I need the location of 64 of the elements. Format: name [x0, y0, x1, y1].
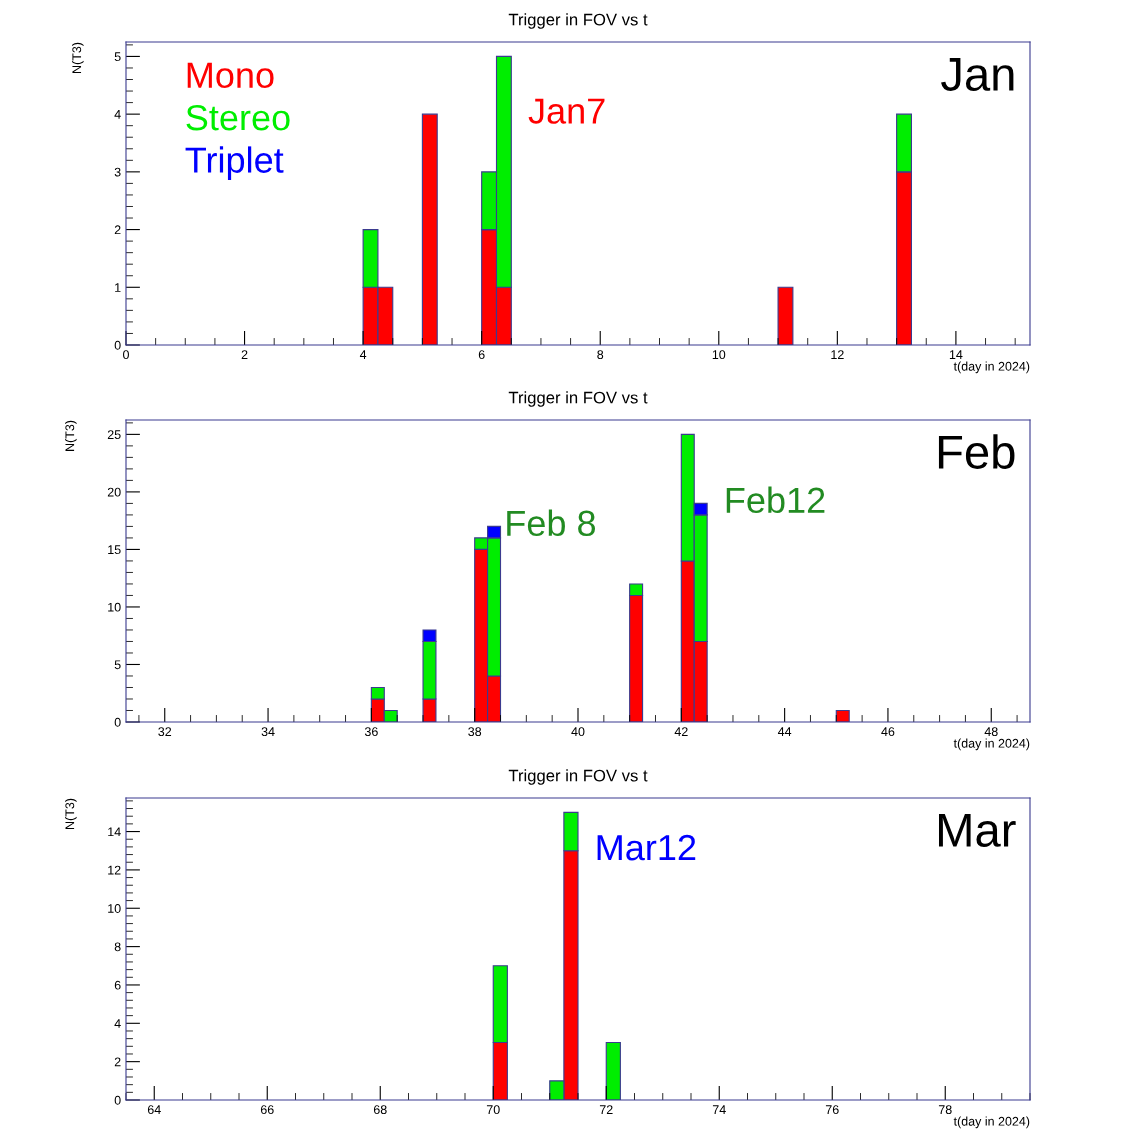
text: Stereo [186, 104, 290, 131]
y-tick-label: 8 [114, 942, 121, 952]
x-tick-label: 44 [777, 727, 792, 736]
y-tick-label: 0 [114, 717, 121, 727]
x-tick-label: 8 [597, 350, 604, 360]
x-tick-label: 64 [147, 1105, 161, 1115]
y-tick-label: 0 [114, 1095, 121, 1105]
y-axis-title: N(T3) [71, 42, 84, 73]
y-tick-label: 2 [114, 225, 121, 235]
y-tick-label: 1 [115, 283, 121, 292]
x-tick-label: 4 [359, 350, 367, 359]
x-tick-label: 76 [825, 1105, 839, 1115]
chart-title: Trigger in FOV vs t [508, 13, 648, 29]
y-tick-label: 20 [107, 487, 121, 497]
x-tick-label: 32 [158, 727, 172, 737]
x-tick-label: 70 [486, 1105, 500, 1115]
x-axis-title: t(day in 2024) [953, 361, 1030, 374]
x-tick-label: 14 [949, 350, 963, 359]
annotation: Feb 8 [507, 509, 596, 537]
chart-title: Trigger in FOV vs t [508, 769, 648, 785]
annotation: Jan7 [528, 98, 605, 124]
y-tick-label: 10 [108, 904, 121, 913]
annotation: Feb [938, 434, 1015, 469]
x-tick-label: 40 [571, 727, 585, 737]
x-tick-label: 78 [938, 1105, 952, 1115]
y-tick-label: 2 [114, 1057, 121, 1067]
y-tick-label: 12 [108, 865, 121, 875]
annotation: Mar [939, 813, 1016, 847]
x-tick-label: 38 [468, 727, 482, 737]
y-tick-label: 10 [108, 602, 121, 612]
x-tick-label: 46 [881, 727, 895, 737]
x-tick-label: 48 [984, 727, 998, 737]
x-tick-label: 72 [599, 1105, 613, 1114]
x-axis-title: t(day in 2024) [953, 738, 1030, 751]
annotation: Feb12 [726, 486, 825, 514]
chart-title: Trigger in FOV vs t [508, 391, 648, 407]
x-tick-label: 74 [712, 1105, 726, 1114]
x-tick-label: 12 [831, 350, 844, 359]
x-tick-label: 66 [260, 1105, 274, 1115]
y-tick-label: 5 [114, 52, 121, 62]
x-axis-title: t(day in 2024) [953, 1116, 1030, 1129]
x-tick-label: 2 [241, 350, 248, 359]
y-tick-label: 25 [107, 430, 121, 440]
y-axis-title: N(T3) [65, 798, 77, 829]
y-tick-label: 5 [114, 660, 121, 670]
x-tick-label: 0 [123, 350, 129, 360]
legend-label: Triplet [185, 146, 284, 181]
x-tick-label: 6 [478, 350, 485, 360]
y-tick-label: 14 [108, 827, 121, 837]
x-tick-label: 34 [261, 727, 275, 737]
x-tick-label: 36 [364, 727, 378, 737]
y-tick-label: 0 [114, 340, 121, 350]
annotation: Mar12 [597, 834, 696, 861]
x-tick-label: 10 [712, 350, 726, 360]
text: Mono [187, 62, 274, 89]
y-tick-label: 3 [114, 167, 121, 177]
x-tick-label: 68 [373, 1105, 387, 1115]
y-axis-title: N(T3) [65, 420, 77, 451]
y-tick-label: 4 [114, 1019, 121, 1028]
annotation: Jan [941, 58, 1014, 92]
x-tick-label: 42 [674, 727, 688, 736]
y-tick-label: 6 [114, 980, 121, 990]
y-tick-label: 15 [108, 545, 121, 555]
y-tick-label: 4 [114, 110, 121, 119]
